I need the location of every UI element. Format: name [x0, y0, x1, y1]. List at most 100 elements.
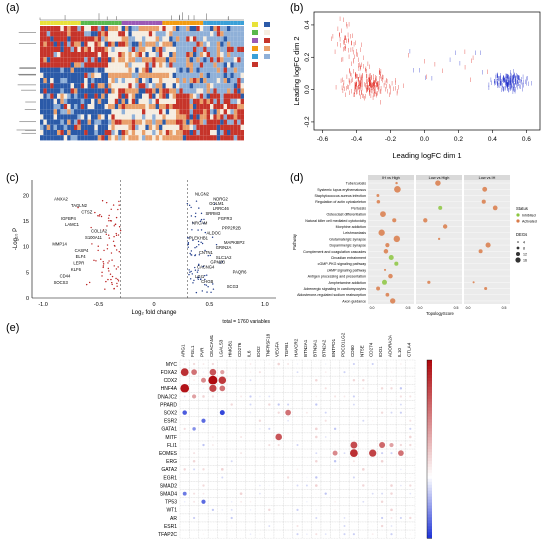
heatmap-cell — [179, 104, 183, 110]
heatmap-cell — [43, 124, 47, 130]
matrix-cell — [358, 359, 369, 369]
heatmap-cell — [213, 83, 217, 89]
correlation-dot — [350, 441, 358, 449]
heatmap-cell — [193, 46, 197, 52]
matrix-cell — [217, 521, 228, 531]
heatmap-cell — [176, 83, 180, 89]
heatmap-cell — [97, 31, 102, 37]
x-tick-label: 0.0 — [418, 306, 423, 310]
heatmap-cell — [155, 67, 159, 73]
heatmap-cell — [142, 46, 146, 52]
heatmap-cell — [74, 57, 78, 63]
point-label-blue: | — [522, 82, 523, 87]
volcano-point — [202, 265, 204, 268]
heatmap-cell — [199, 93, 204, 99]
point-label-blue: | — [513, 77, 514, 82]
volcano-point — [190, 206, 192, 209]
heatmap-cell — [210, 31, 214, 37]
heatmap-cell — [70, 109, 74, 115]
point-label-red: | — [373, 95, 374, 100]
matrix-column-label: TNFRSF18 — [265, 333, 270, 357]
heatmap-cell — [125, 62, 129, 68]
heatmap-cell — [70, 26, 74, 32]
volcano-point — [206, 274, 208, 276]
matrix-cell — [264, 465, 275, 474]
heatmap-cell — [179, 36, 183, 42]
heatmap-cell — [233, 31, 238, 37]
matrix-cell — [349, 465, 359, 474]
heatmap-cell — [148, 52, 153, 58]
heatmap-cell — [60, 62, 64, 68]
matrix-cell — [255, 497, 265, 506]
point-label-blue: | — [512, 85, 513, 90]
color-scale-step — [427, 410, 432, 414]
volcano-point — [206, 291, 208, 293]
heatmap-cell — [233, 114, 238, 120]
correlation-dot — [259, 492, 261, 495]
annotation-cell — [46, 21, 51, 25]
heatmap-cell — [67, 114, 71, 120]
matrix-cell — [283, 440, 293, 450]
point-label-blue: | — [512, 75, 513, 80]
heatmap-cell — [94, 119, 98, 125]
color-scale-step — [427, 475, 432, 480]
heatmap-cell — [125, 119, 129, 125]
point-label-red: | — [359, 90, 360, 95]
matrix-cell — [198, 521, 209, 531]
legend-degs-dot — [516, 252, 520, 256]
heatmap-cell — [179, 26, 183, 32]
point-label-blue: | — [505, 76, 506, 81]
point-label-blue: | — [495, 73, 496, 78]
gene-label-down: ANXA2 — [54, 197, 68, 202]
heatmap-cell — [70, 104, 74, 110]
matrix-cell — [367, 440, 378, 450]
point-label-blue: | — [503, 86, 504, 91]
heatmap-cell — [131, 26, 136, 32]
heatmap-cell — [230, 135, 234, 141]
heatmap-cell — [162, 26, 166, 32]
heatmap-cell — [159, 83, 163, 89]
color-scale-step — [427, 437, 432, 441]
heatmap-cell — [237, 119, 241, 125]
matrix-cell — [330, 376, 340, 385]
pathway-label: cGMP-PKG signaling pathway — [318, 262, 367, 266]
matrix-cell — [208, 400, 218, 409]
heatmap-cell — [165, 31, 170, 37]
heatmap-cell — [227, 88, 231, 94]
heatmap-cell — [203, 41, 207, 47]
heatmap-cell — [203, 88, 207, 94]
heatmap-cell — [142, 26, 146, 32]
matrix-cell — [339, 432, 350, 442]
heatmap-cell — [142, 109, 146, 115]
correlation-dot — [249, 403, 252, 406]
heatmap-cell — [196, 26, 200, 32]
heatmap-cell — [104, 36, 108, 42]
heatmap-cell — [196, 46, 200, 52]
heatmap-cell — [145, 130, 149, 136]
heatmap-cell — [131, 83, 136, 89]
heatmap-cell — [176, 62, 180, 68]
volcano-point — [102, 265, 105, 267]
x-axis-label: Leading logFC dim 1 — [392, 151, 461, 160]
correlation-dot — [268, 460, 270, 462]
heatmap-cell — [227, 109, 231, 115]
matrix-cell — [320, 448, 331, 458]
correlation-dot — [381, 476, 383, 479]
heatmap-cell — [121, 62, 125, 68]
point-label-red: | — [381, 85, 382, 90]
correlation-dot — [202, 428, 205, 430]
point-label-red: | — [360, 80, 361, 85]
heatmap-cell — [53, 36, 57, 42]
legend-swatch — [264, 38, 270, 43]
heatmap-cell — [193, 52, 197, 58]
heatmap-cell — [84, 93, 88, 99]
annotation-cell — [111, 21, 115, 25]
heatmap-cell — [165, 83, 170, 89]
heatmap-cell — [53, 93, 57, 99]
pathway-label: Circadian entrainment — [331, 256, 366, 260]
heatmap-cell — [155, 62, 159, 68]
heatmap-cell — [60, 88, 64, 94]
matrix-cell — [273, 376, 284, 385]
heatmap-cell — [50, 67, 54, 73]
correlation-dot — [343, 395, 346, 398]
